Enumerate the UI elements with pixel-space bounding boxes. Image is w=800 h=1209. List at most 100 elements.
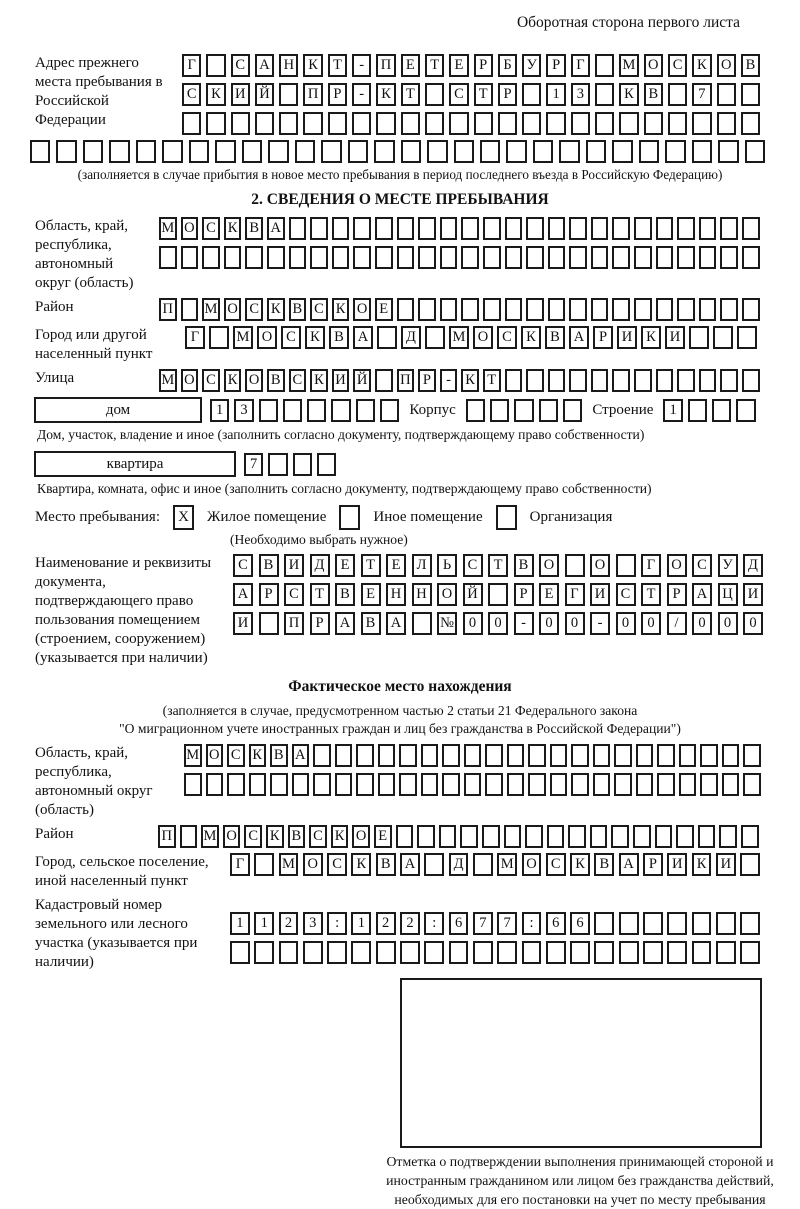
char-box: Е [539,583,559,606]
char-box: Е [373,825,392,848]
char-box [485,773,503,796]
char-box [461,217,479,240]
char-box [643,112,663,135]
char-box [427,140,448,163]
char-box [254,941,275,964]
char-box: Р [497,83,518,106]
char-box [206,54,226,77]
char-box [268,452,288,476]
char-box: 7 [497,912,518,935]
char-box: М [449,326,469,349]
char-box [570,941,590,964]
char-box [400,941,420,964]
char-box: О [222,825,241,848]
char-box: С [545,853,566,876]
char-box [506,744,524,767]
char-box [205,773,223,796]
char-box [356,773,374,796]
char-box [740,853,761,876]
char-box [313,773,331,796]
char-box [612,140,633,163]
char-box [420,744,438,767]
char-box: № [437,612,457,635]
char-box [506,773,524,796]
char-box: О [223,298,242,321]
char-box [506,140,527,163]
char-box [698,298,717,321]
page-side-note: Оборотная сторона первого листа [516,14,740,31]
char-box: Б [497,54,518,77]
char-box: В [740,54,761,77]
char-box [376,112,396,135]
char-box: Е [374,298,393,321]
char-box: Р [327,83,348,106]
char-box [294,140,316,163]
char-box [719,825,738,848]
char-box: - [439,369,458,392]
char-box: С [309,825,327,848]
field-region: Область, край, республика, автономный ок… [35,217,765,293]
stay-checkbox-residential: X [173,505,194,530]
char-box [715,912,736,935]
char-box [742,298,760,321]
char-box [655,369,674,392]
char-box [657,773,675,796]
char-box: К [521,326,541,349]
korpus-row [465,398,583,422]
char-box: Т [473,83,493,106]
char-box: К [223,217,242,240]
char-box [691,140,713,163]
char-box [655,246,674,269]
char-box [691,912,712,935]
char-box [331,246,350,269]
char-box: 2 [400,912,420,935]
char-box: 3 [302,912,323,935]
char-box [570,112,591,135]
char-box: - [352,54,372,77]
char-box: И [667,853,688,876]
char-box [282,398,303,422]
actual-location-note-line2: "О миграционном учете иностранных гражда… [119,721,681,736]
char-box [526,298,544,321]
apartment-caption: Квартира, комната, офис и иное (заполнит… [37,481,652,496]
field-document: Наименование и реквизиты документа, подт… [35,554,765,668]
char-box [676,825,694,848]
house-type-box: дом [34,397,202,423]
char-box [254,112,275,135]
char-box [504,246,523,269]
char-box [692,112,712,135]
char-box [618,941,639,964]
char-box: К [265,825,284,848]
char-box [278,941,299,964]
char-box [569,298,587,321]
char-box [448,941,469,964]
char-box: В [270,744,288,767]
stay-option-other-label: Иное помещение [373,509,483,525]
char-box [334,744,352,767]
apartment-line: квартира 7 [34,451,765,477]
char-box: В [545,326,565,349]
char-box [643,941,663,964]
char-box: - [513,612,534,635]
char-box [720,298,739,321]
char-box: М [202,298,220,321]
char-box [614,773,632,796]
char-box [30,140,51,163]
char-box [279,83,299,106]
char-box: Д [448,853,469,876]
char-box [595,54,615,77]
char-box: Е [386,554,406,577]
char-box: О [666,554,687,577]
char-box: В [288,298,307,321]
char-box [356,744,374,767]
char-box [497,941,518,964]
char-box [449,112,469,135]
char-box: В [287,825,306,848]
char-box [184,773,202,796]
char-box: У [522,54,542,77]
char-box: 1 [210,398,230,422]
char-box [700,744,718,767]
char-box [716,112,736,135]
